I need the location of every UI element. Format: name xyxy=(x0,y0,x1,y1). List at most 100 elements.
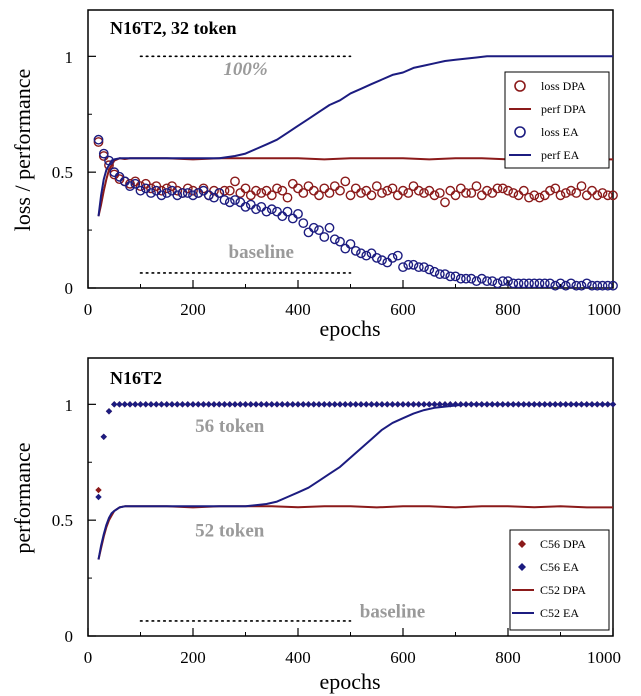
x-tick-label-400-top: 400 xyxy=(285,300,311,319)
y-tick-label-0.5-top: 0.5 xyxy=(52,163,73,182)
legend-label-c56-dpa: C56 DPA xyxy=(540,537,586,551)
data-point-loss-dpa xyxy=(398,185,408,196)
tick-marks-bottom xyxy=(87,403,614,637)
data-point-c56-ea xyxy=(389,401,396,408)
data-point-c56-ea xyxy=(321,401,328,408)
data-point-c56-ea xyxy=(95,493,102,501)
legend-marker-c56-dpa xyxy=(518,540,526,548)
data-point-loss-dpa xyxy=(293,183,303,194)
data-point-loss-dpa xyxy=(403,188,414,198)
data-point-loss-dpa xyxy=(345,190,356,201)
data-point-c56-ea xyxy=(336,401,344,408)
series-line-perf-ea xyxy=(97,55,613,217)
data-point-c56-ea xyxy=(247,401,254,408)
data-point-loss-dpa xyxy=(156,185,167,196)
data-point-loss-dpa xyxy=(419,188,429,198)
data-point-loss-dpa xyxy=(445,185,456,196)
data-point-c56-ea xyxy=(216,401,223,408)
data-point-loss-ea xyxy=(361,250,372,261)
data-point-loss-ea xyxy=(366,248,377,259)
data-point-loss-ea xyxy=(240,201,251,212)
data-point-loss-ea xyxy=(424,264,435,275)
data-point-c56-ea xyxy=(289,401,296,408)
data-point-c56-ea xyxy=(189,401,197,408)
data-point-loss-dpa xyxy=(350,183,361,194)
data-point-c56-ea xyxy=(252,401,260,408)
data-point-c56-ea xyxy=(268,401,275,408)
data-point-loss-ea xyxy=(256,201,267,212)
data-point-c56-ea xyxy=(263,401,270,408)
data-point-c56-ea xyxy=(431,401,438,408)
data-point-loss-ea xyxy=(403,259,414,270)
panel-bottom: N16T2 56 token 52 token baseline 0 200 4… xyxy=(10,357,621,694)
legend-label-perf-ea: perf EA xyxy=(541,148,580,162)
reference-lines-top xyxy=(139,55,352,274)
data-point-c56-ea xyxy=(410,401,417,408)
data-point-loss-ea xyxy=(513,278,524,289)
annotation-baseline-bottom: baseline xyxy=(360,601,425,622)
data-point-loss-ea xyxy=(324,222,335,233)
data-point-c56-ea xyxy=(357,401,365,408)
data-point-loss-dpa xyxy=(146,183,156,194)
data-point-loss-ea xyxy=(193,188,204,198)
data-point-c56-ea xyxy=(273,401,281,408)
data-point-loss-dpa xyxy=(550,183,561,194)
data-point-loss-dpa xyxy=(245,190,256,201)
data-point-loss-dpa xyxy=(434,188,445,198)
x-axis-label-top: epochs xyxy=(319,316,380,341)
data-point-c56-ea xyxy=(373,401,380,408)
data-point-c56-ea xyxy=(368,401,375,408)
data-point-loss-ea xyxy=(335,236,345,247)
data-point-loss-dpa xyxy=(303,181,314,192)
x-tick-label-600-bottom: 600 xyxy=(390,648,416,667)
y-tick-label-1-bottom: 1 xyxy=(65,396,74,415)
data-point-c56-ea xyxy=(226,401,233,408)
data-point-loss-ea xyxy=(293,208,303,219)
data-point-loss-ea xyxy=(245,199,256,210)
x-tick-label-800-top: 800 xyxy=(495,300,521,319)
data-point-loss-ea xyxy=(303,227,314,238)
x-tick-label-200-bottom: 200 xyxy=(180,648,206,667)
legend-marker-loss-ea xyxy=(514,126,526,138)
data-point-loss-dpa xyxy=(240,183,251,194)
data-point-loss-dpa xyxy=(503,185,513,196)
data-point-loss-ea xyxy=(277,211,288,222)
data-point-loss-dpa xyxy=(492,183,503,194)
data-point-c56-ea xyxy=(426,401,433,408)
data-point-c56-ea xyxy=(384,401,391,408)
data-point-loss-ea xyxy=(461,273,471,284)
data-point-loss-dpa xyxy=(597,188,608,198)
data-point-loss-ea xyxy=(576,280,587,291)
data-point-loss-dpa xyxy=(188,185,198,196)
data-point-c56-ea xyxy=(184,401,191,408)
data-point-loss-ea xyxy=(182,188,193,198)
data-point-loss-ea xyxy=(282,206,293,217)
annotation-baseline-top: baseline xyxy=(229,242,294,263)
data-point-loss-ea xyxy=(398,262,408,272)
data-point-loss-dpa xyxy=(571,188,582,198)
data-point-c56-ea xyxy=(174,401,181,408)
data-point-loss-dpa xyxy=(555,190,566,201)
data-point-c56-ea xyxy=(121,401,128,408)
data-point-loss-ea xyxy=(550,280,561,291)
data-point-loss-dpa xyxy=(466,188,477,198)
data-point-loss-dpa xyxy=(524,192,534,203)
data-point-loss-ea xyxy=(597,280,608,291)
data-point-loss-ea xyxy=(340,243,351,254)
data-point-loss-ea xyxy=(146,188,156,198)
data-point-loss-ea xyxy=(508,278,519,289)
data-point-loss-dpa xyxy=(413,185,424,196)
data-point-loss-dpa xyxy=(592,190,603,201)
data-point-loss-ea xyxy=(156,190,167,201)
data-point-loss-ea xyxy=(471,276,482,286)
data-point-loss-dpa xyxy=(366,190,377,201)
data-point-loss-ea xyxy=(545,278,555,289)
data-point-c56-ea xyxy=(142,401,149,408)
data-point-loss-ea xyxy=(455,273,466,284)
data-point-loss-dpa xyxy=(361,185,372,196)
data-point-c56-ea xyxy=(237,401,244,408)
data-point-loss-ea xyxy=(172,190,183,201)
data-point-loss-ea xyxy=(529,278,540,289)
data-point-loss-ea xyxy=(581,278,592,289)
legend-box-top xyxy=(504,71,610,169)
